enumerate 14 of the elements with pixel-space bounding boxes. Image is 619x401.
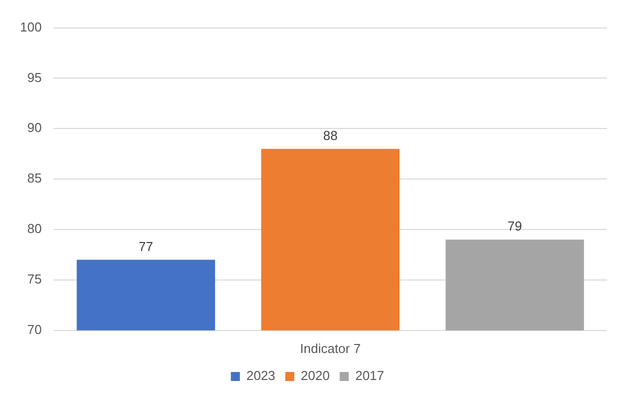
y-tick-label: 75 xyxy=(27,272,42,287)
y-tick-label: 70 xyxy=(27,322,42,337)
y-tick-label: 100 xyxy=(20,19,42,34)
y-tick-label: 90 xyxy=(27,120,42,136)
y-tick-label: 80 xyxy=(27,221,42,236)
legend-label: 2020 xyxy=(300,368,330,384)
data-label: 79 xyxy=(508,218,522,234)
data-label: 77 xyxy=(138,238,154,254)
y-tick-label: 95 xyxy=(27,70,42,85)
legend-label: 2023 xyxy=(246,368,276,384)
y-tick-label: 85 xyxy=(27,170,42,186)
legend-label: 2017 xyxy=(355,368,384,384)
data-label: 88 xyxy=(323,128,338,143)
x-tick-label: Indicator 7 xyxy=(300,340,361,356)
